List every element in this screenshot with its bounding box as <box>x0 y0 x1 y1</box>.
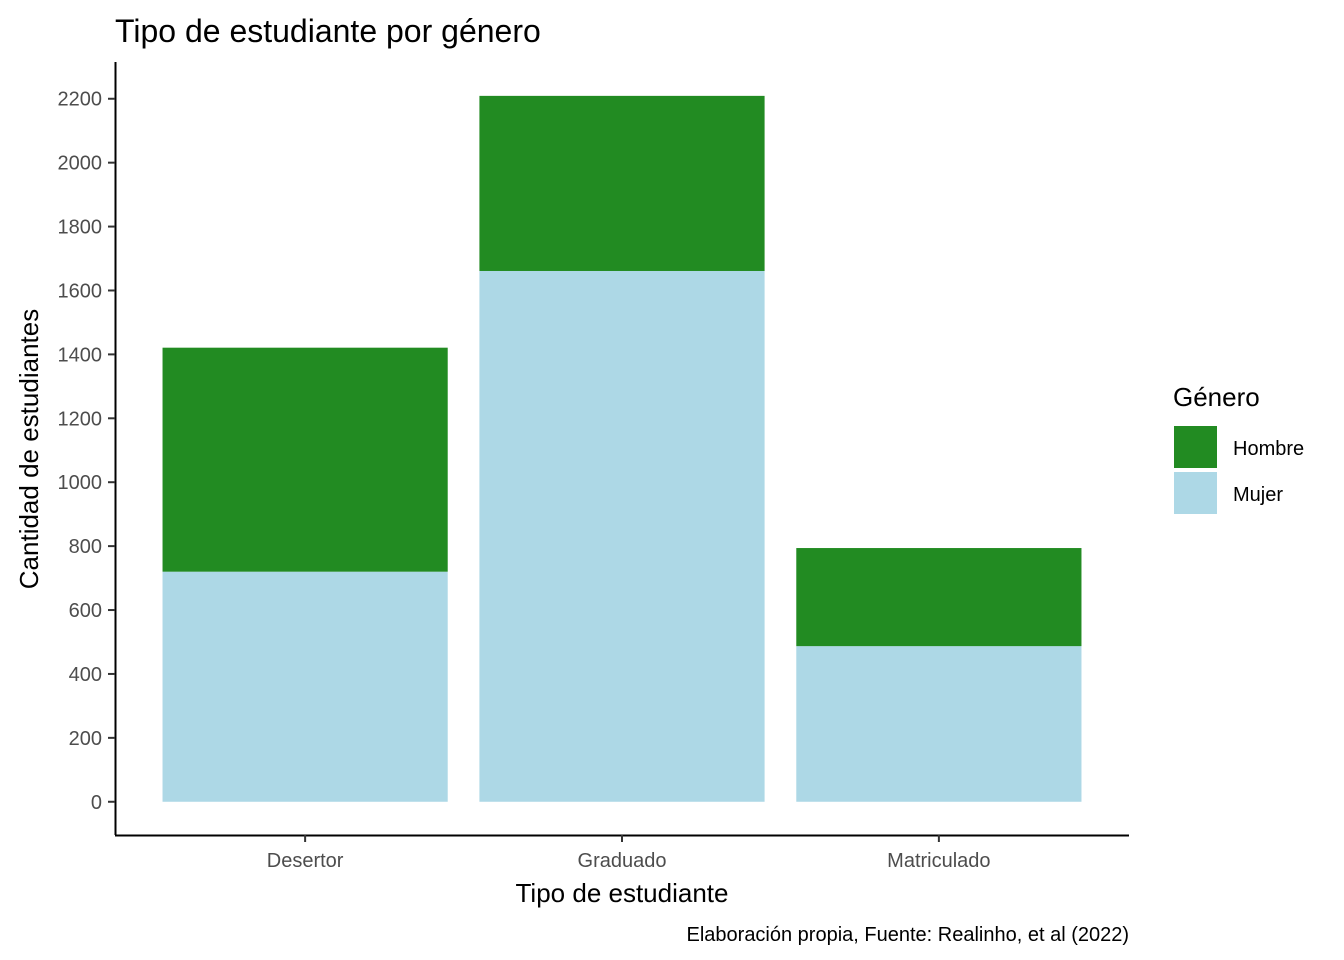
bar-matriculado-mujer <box>796 646 1082 802</box>
legend: Género Hombre Mujer <box>1173 382 1304 514</box>
legend-label-mujer: Mujer <box>1233 484 1283 506</box>
y-tick-label: 800 <box>69 536 102 558</box>
y-tick-label: 1600 <box>58 280 103 302</box>
x-tick-label: Graduado <box>578 850 667 872</box>
bars-group <box>162 95 1082 802</box>
bar-desertor-mujer <box>162 571 448 802</box>
chart-caption: Elaboración propia, Fuente: Realinho, et… <box>687 924 1130 946</box>
y-tick-label: 2000 <box>58 153 103 175</box>
legend-key-mujer <box>1174 472 1217 514</box>
x-tick-label: Desertor <box>267 850 344 872</box>
bar-desertor-hombre <box>162 347 448 572</box>
x-ticks-group: Desertor Graduado Matriculado <box>267 835 991 872</box>
y-tick-label: 2200 <box>58 89 103 111</box>
y-tick-label: 1000 <box>58 472 103 494</box>
legend-key-hombre <box>1174 426 1217 468</box>
y-tick-label: 1200 <box>58 408 103 430</box>
y-tick-label: 1400 <box>58 344 103 366</box>
y-axis-title: Cantidad de estudiantes <box>14 309 44 589</box>
bar-matriculado-hombre <box>796 548 1082 647</box>
bar-graduado-hombre <box>479 95 765 271</box>
y-tick-label: 0 <box>91 792 102 814</box>
legend-label-hombre: Hombre <box>1233 438 1304 460</box>
y-tick-label: 600 <box>69 600 102 622</box>
y-ticks-group: 0 200 400 600 800 1000 1200 1400 1600 1800 2000 220… <box>58 89 115 814</box>
chart-title: Tipo de estudiante por género <box>115 13 541 49</box>
y-tick-label: 200 <box>69 728 102 750</box>
legend-title: Género <box>1173 382 1260 412</box>
x-axis-title: Tipo de estudiante <box>516 878 729 908</box>
y-tick-label: 400 <box>69 664 102 686</box>
bar-graduado-mujer <box>479 270 765 802</box>
y-tick-label: 1800 <box>58 217 103 239</box>
x-tick-label: Matriculado <box>887 850 990 872</box>
